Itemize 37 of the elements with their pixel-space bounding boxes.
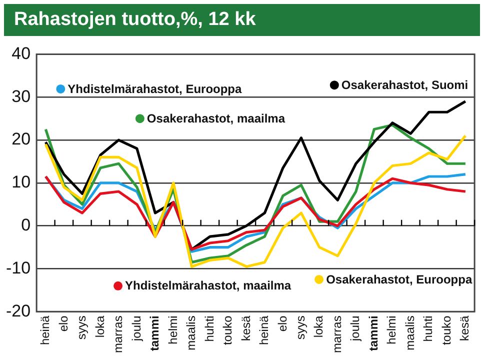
y-tick-label: 0 bbox=[21, 216, 31, 235]
x-tick-label: heinä bbox=[257, 315, 271, 346]
x-tick-label: joulu bbox=[129, 316, 144, 342]
x-tick-label: loka bbox=[92, 315, 107, 338]
x-tick-label: elo bbox=[56, 315, 70, 332]
x-tick-label: helmi bbox=[384, 316, 399, 344]
y-tick-label: 20 bbox=[12, 130, 31, 149]
x-tick-label: touko bbox=[220, 315, 234, 346]
legend-label: Osakerahastot, maailma bbox=[146, 111, 286, 126]
x-tick-label: helmi bbox=[166, 316, 180, 344]
y-tick-label: 10 bbox=[12, 172, 31, 192]
y-tick-label: -10 bbox=[6, 258, 31, 278]
x-tick-label: kesä bbox=[238, 315, 253, 342]
x-tick-label: syys bbox=[294, 316, 308, 340]
legend-label: Yhdistelmärahastot, Eurooppa bbox=[68, 82, 242, 96]
x-tick-label: elo bbox=[275, 315, 290, 332]
legend-label: Yhdistelmärahastot, maailma bbox=[125, 278, 292, 293]
y-tick-label: -20 bbox=[6, 301, 31, 320]
x-tick-label: marras bbox=[111, 316, 126, 354]
x-tick-label: marras bbox=[330, 316, 344, 354]
y-tick-label: 30 bbox=[12, 86, 31, 106]
x-tick-label: syys bbox=[74, 316, 89, 340]
x-tick-label: loka bbox=[312, 315, 326, 338]
legend-label: Osakerahastot, Suomi bbox=[341, 78, 468, 92]
chart-title: Rahastojen tuotto,%, 12 kk bbox=[4, 4, 480, 36]
y-tick-label: 40 bbox=[12, 44, 31, 63]
x-tick-label: tammi bbox=[148, 316, 162, 352]
x-tick-label: heinä bbox=[38, 315, 52, 346]
x-tick-label: touko bbox=[439, 315, 454, 346]
x-tick-label: tammi bbox=[366, 316, 380, 352]
x-tick-label: huhti bbox=[202, 316, 216, 342]
x-tick-label: maalis bbox=[184, 316, 198, 350]
x-tick-label: joulu bbox=[348, 316, 362, 342]
x-tick-label: huhti bbox=[421, 316, 436, 342]
x-tick-label: kesä bbox=[458, 315, 472, 342]
x-tick-label: maalis bbox=[402, 316, 417, 350]
legend-label: Osakerahastot, Eurooppa bbox=[326, 272, 472, 286]
